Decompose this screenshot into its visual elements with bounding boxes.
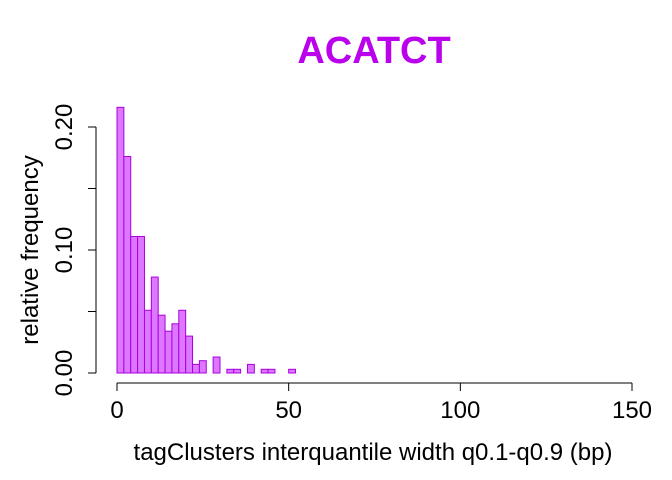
histogram-bar (150, 276, 159, 374)
y-tick-label: 0.10 (51, 227, 78, 274)
histogram-bar (260, 368, 269, 374)
histogram-bar (157, 314, 166, 374)
y-tick-label: 0.20 (51, 104, 78, 151)
y-axis-label: relative frequency (17, 155, 44, 344)
histogram-bar (116, 106, 125, 374)
histogram-bar (185, 335, 194, 374)
histogram-bar (192, 363, 200, 374)
x-tick-label: 50 (275, 397, 302, 424)
histogram-bar (171, 323, 180, 374)
y-tick-label: 0.00 (51, 350, 78, 397)
histogram-bar (267, 368, 276, 374)
histogram-bar (198, 360, 207, 374)
chart-title: ACATCT (297, 30, 450, 72)
histogram-bar (178, 309, 187, 374)
histogram-bar (130, 235, 139, 374)
histogram-bar (143, 309, 152, 374)
x-axis: 0 50 100 150 (110, 382, 652, 424)
histogram-bar (123, 156, 132, 374)
y-axis: 0.00 0.10 0.20 (51, 104, 97, 397)
histogram-bar (233, 368, 242, 374)
x-tick-label: 100 (440, 397, 480, 424)
histogram-bar (246, 363, 255, 374)
x-tick-label: 150 (612, 397, 652, 424)
x-tick-label: 0 (110, 397, 123, 424)
histogram-bar (164, 330, 173, 374)
histogram-bar (288, 368, 297, 374)
bars (116, 106, 297, 374)
histogram-bar (212, 356, 221, 374)
histogram-bar (226, 368, 235, 374)
histogram-bar (137, 235, 145, 374)
x-axis-label: tagClusters interquantile width q0.1-q0.… (134, 439, 613, 466)
